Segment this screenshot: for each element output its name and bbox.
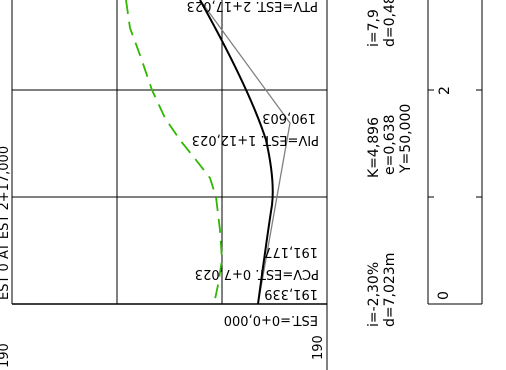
ground-line <box>125 0 223 305</box>
ruler-tick-label-2: 2 <box>437 86 453 95</box>
station-label-pcv: PCV=EST. 0+7,023 <box>195 266 319 281</box>
vertical-curve <box>199 0 274 305</box>
grade-in-i: i=-2,30% <box>366 262 382 327</box>
elevation-axis-left-label: 190 <box>0 343 12 368</box>
grade-out-d: d=0,48 <box>382 0 398 47</box>
station-labels: EST.=0+0,000 PCV=EST. 0+7,023 PIV=EST. 1… <box>187 0 319 327</box>
elevation-axis-bottom-label: 190 <box>311 335 326 360</box>
curve-param-e: e=0,638 <box>382 115 398 175</box>
ruler-tick-label-0: 0 <box>436 291 452 300</box>
curve-param-k: K=4,896 <box>366 117 382 178</box>
station-label-est: EST.=0+0,000 <box>224 312 318 327</box>
left-edge-partial-text: EST 0 AT EST 2+17,000 <box>0 146 12 300</box>
grade-out: i=7,9 d=0,48 <box>366 0 398 47</box>
grade-out-i: i=7,9 <box>366 9 382 47</box>
curve-param-y: Y=50,000 <box>398 104 414 174</box>
elevation-label-pcv: 191,177 <box>264 244 318 259</box>
station-label-ptv: PTV=EST. 2+17,023 <box>187 0 318 13</box>
elevation-label-piv: 190,603 <box>262 110 316 125</box>
tangent-lines <box>199 0 291 305</box>
elevation-labels: 191,339 191,177 190,603 <box>262 110 318 301</box>
grade-in-d: d=7,023m <box>382 253 398 327</box>
grid <box>11 0 328 370</box>
station-label-piv: PIV=EST. 1+12,023 <box>192 132 319 147</box>
ruler <box>427 0 483 305</box>
curve-params: K=4,896 e=0,638 Y=50,000 <box>366 104 414 178</box>
grade-in: i=-2,30% d=7,023m <box>366 253 398 327</box>
elevation-label-start: 191,339 <box>264 286 318 301</box>
